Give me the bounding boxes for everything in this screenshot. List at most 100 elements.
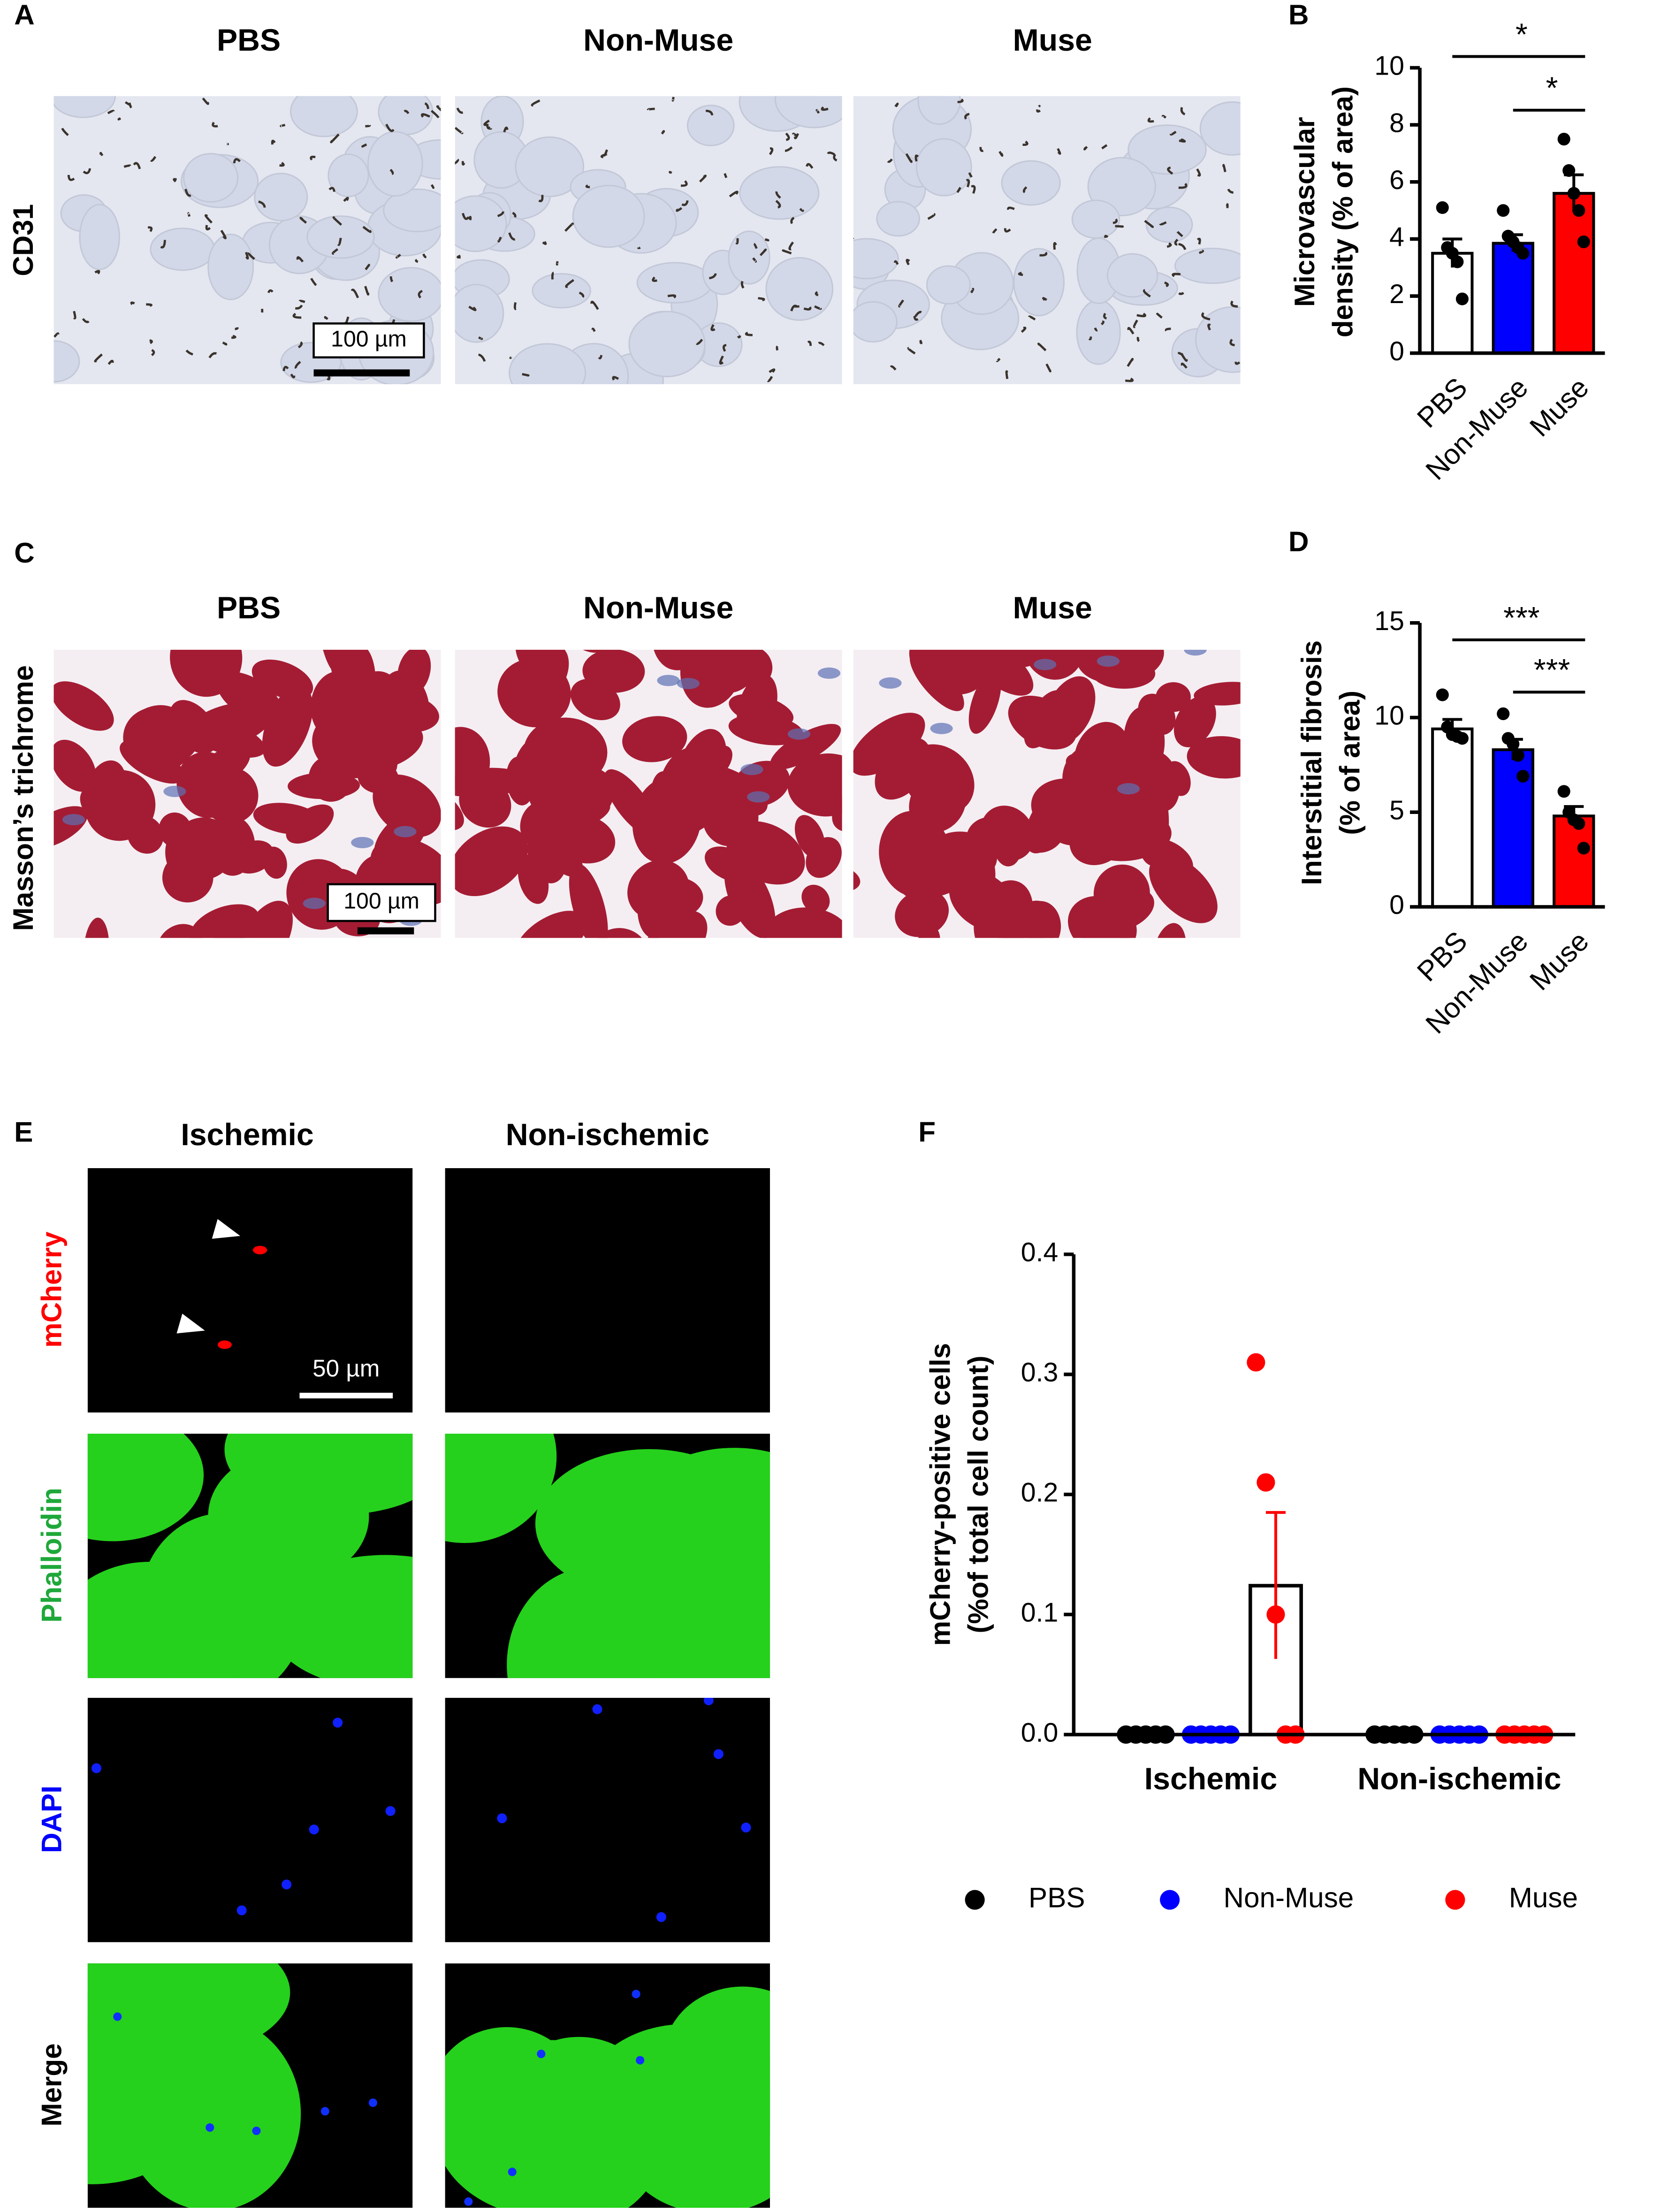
fiber — [801, 884, 830, 913]
vessel — [1037, 342, 1047, 351]
vessel — [1125, 377, 1134, 382]
vessel — [719, 355, 724, 365]
myofiber — [208, 1450, 369, 1582]
significance-label: * — [1516, 17, 1528, 52]
vessel — [968, 172, 973, 178]
micrograph — [445, 1168, 770, 1413]
micrograph — [53, 649, 441, 938]
cell — [254, 173, 308, 221]
vessel — [430, 110, 440, 119]
nucleus — [632, 1990, 640, 1999]
data-point — [1436, 201, 1449, 214]
significance-label: *** — [1534, 653, 1570, 688]
fiber — [455, 727, 490, 797]
vessel — [790, 217, 795, 224]
vessel — [107, 359, 114, 365]
fiber — [569, 863, 608, 938]
vessel — [420, 113, 430, 118]
vessel — [361, 143, 367, 148]
data-point — [1455, 732, 1469, 745]
legend-label: Non-Muse — [1224, 1882, 1354, 1914]
nucleus — [113, 2012, 122, 2021]
collagen — [1034, 659, 1057, 670]
cell — [917, 96, 961, 125]
fiber — [179, 715, 266, 758]
vessel — [297, 341, 303, 349]
vessel — [565, 279, 574, 288]
vessel — [83, 168, 91, 175]
vessel — [279, 162, 285, 167]
vessel — [956, 187, 961, 193]
vessel — [1178, 243, 1187, 250]
vessel — [1178, 292, 1184, 295]
arrowhead — [212, 1219, 240, 1239]
vessel — [1180, 107, 1186, 115]
y-tick-label: 4 — [1389, 222, 1404, 252]
column-title: Non-ischemic — [506, 1117, 709, 1152]
column-title: PBS — [217, 591, 281, 625]
vessel — [603, 149, 608, 157]
vessel — [294, 361, 301, 369]
fiber — [358, 703, 398, 775]
fiber — [770, 724, 841, 770]
vessel — [1104, 235, 1109, 238]
vessel — [906, 258, 910, 266]
nucleus — [508, 2167, 517, 2176]
vessel — [652, 276, 657, 282]
column-title: Ischemic — [181, 1117, 313, 1152]
vessel — [185, 350, 193, 356]
vessel — [1018, 272, 1023, 276]
fiber — [1024, 817, 1065, 853]
row-label: mCherry — [35, 1231, 67, 1348]
cell — [1199, 101, 1241, 156]
vessel — [208, 352, 217, 358]
vessel — [130, 301, 135, 305]
vessel — [299, 217, 307, 224]
vessel — [503, 126, 509, 133]
vessel — [365, 124, 371, 128]
vessel — [753, 243, 758, 249]
fiber — [986, 893, 1034, 938]
vessel — [1127, 327, 1135, 334]
vessel — [890, 365, 897, 371]
vessel — [461, 161, 465, 166]
vessel — [681, 180, 688, 187]
vessel — [759, 248, 767, 256]
column-title: Muse — [1013, 23, 1092, 58]
vessel — [1178, 182, 1188, 189]
vessel — [767, 376, 773, 382]
vessel — [365, 264, 370, 270]
vessel — [814, 305, 822, 310]
fiber — [794, 815, 825, 859]
cell — [289, 96, 358, 137]
vessel — [913, 316, 919, 321]
fiber — [658, 747, 723, 833]
micrograph — [445, 1434, 770, 1678]
vessel — [389, 168, 394, 175]
vessel — [73, 311, 76, 319]
cell — [328, 153, 369, 198]
data-point — [1577, 235, 1590, 249]
bar — [1553, 192, 1595, 355]
fiber — [237, 900, 293, 938]
vessel — [564, 222, 574, 232]
vessel — [769, 147, 774, 155]
vessel — [724, 173, 728, 178]
vessel — [184, 189, 191, 197]
vessel — [332, 248, 339, 255]
vessel — [247, 252, 255, 260]
vessel — [803, 306, 812, 311]
vessel — [1022, 186, 1028, 193]
vessel — [362, 226, 372, 233]
x-tick-label: Non-ischemic — [1357, 1762, 1561, 1796]
vessel — [310, 278, 317, 286]
vessel — [233, 158, 241, 164]
vessel — [82, 318, 90, 323]
row-label: CD31 — [7, 204, 39, 276]
fiber — [543, 943, 619, 1034]
arrowhead — [176, 1314, 205, 1334]
cell — [1195, 306, 1241, 373]
data-point — [1497, 707, 1510, 720]
row-label: Phalloidin — [35, 1488, 67, 1623]
vessel — [1174, 238, 1179, 246]
